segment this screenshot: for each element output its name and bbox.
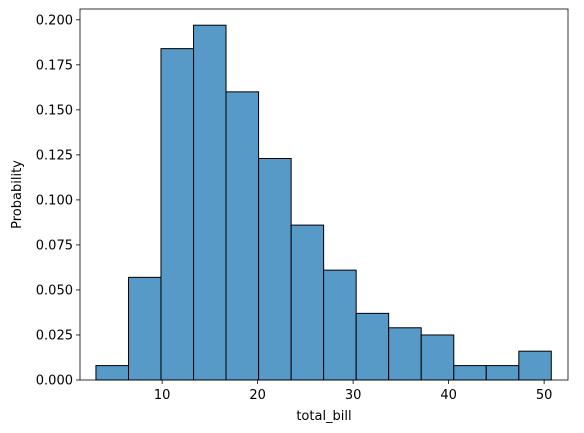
bars-group <box>95 24 552 381</box>
histogram-bar <box>160 48 195 381</box>
histogram-bar <box>225 91 260 381</box>
histogram-bar <box>420 334 455 381</box>
histogram-bar <box>193 24 227 381</box>
x-axis-label: total_bill <box>296 409 351 424</box>
y-axis-label: Probability <box>10 160 25 229</box>
histogram-bar <box>290 224 325 381</box>
y-tick-label: 0.025 <box>36 328 73 343</box>
y-tick-label: 0.050 <box>36 283 73 298</box>
histogram-bar <box>388 327 422 381</box>
y-tick-label: 0.100 <box>36 193 73 208</box>
histogram-bar <box>485 365 520 381</box>
y-tick-label: 0.150 <box>36 103 73 118</box>
y-tick-label: 0.200 <box>36 13 73 28</box>
x-tick-label: 10 <box>154 388 171 403</box>
y-tick-label: 0.000 <box>36 374 73 389</box>
y-tick-label: 0.075 <box>36 238 73 253</box>
x-tick-label: 30 <box>345 388 362 403</box>
y-tick-label: 0.175 <box>36 58 73 73</box>
histogram-bar <box>128 276 162 381</box>
histogram-bar <box>323 269 357 381</box>
y-tick-label: 0.125 <box>36 148 73 163</box>
x-tick-label: 20 <box>249 388 266 403</box>
histogram-bar <box>518 350 552 381</box>
histogram-bar <box>95 365 130 381</box>
x-axis-ticks: 10 20 30 40 50 <box>154 380 553 403</box>
x-tick-label: 40 <box>440 388 457 403</box>
y-axis-ticks: 0.000 0.025 0.050 0.075 0.100 0.125 0.150 0.175… <box>36 13 80 389</box>
histogram-bar <box>453 365 487 381</box>
histogram-bar <box>355 312 390 381</box>
x-tick-label: 50 <box>536 388 553 403</box>
plot-frame <box>79 8 569 381</box>
histogram-bar <box>258 157 292 381</box>
